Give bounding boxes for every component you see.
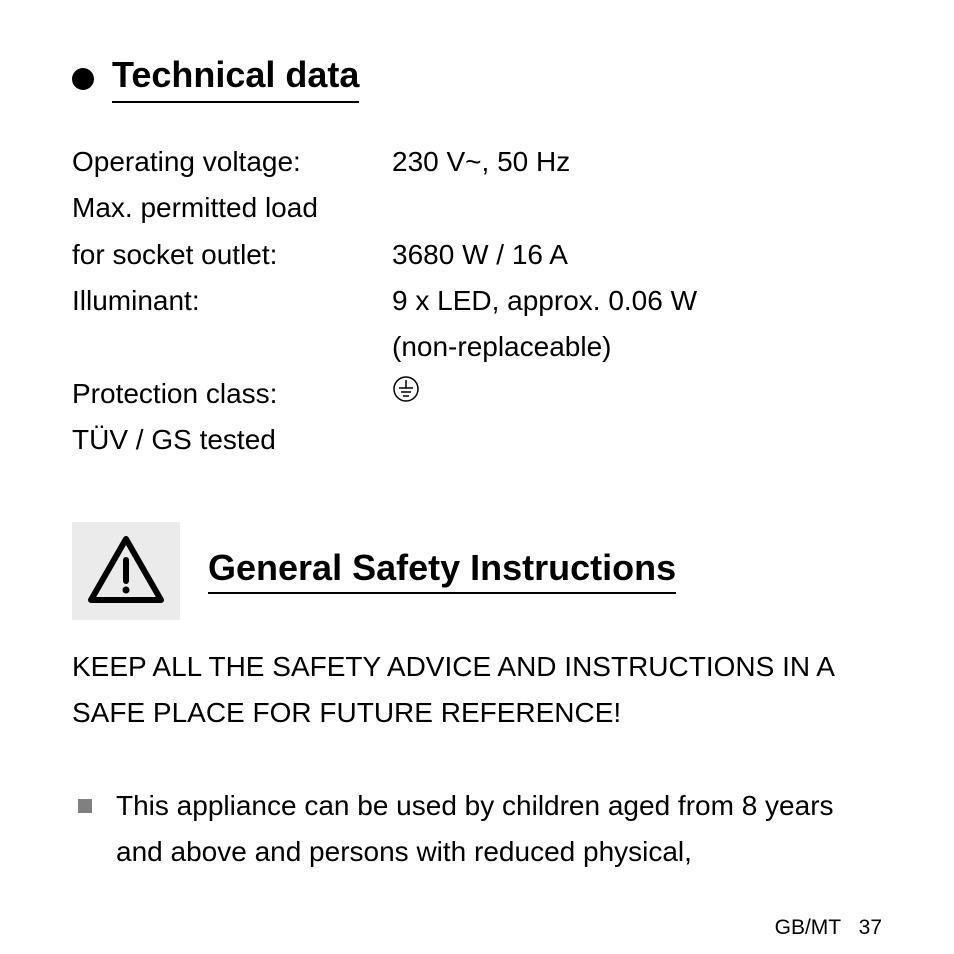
spec-label: for socket outlet: [72,232,392,278]
spec-label: Max. permitted load [72,185,392,231]
table-row: Protection class: [72,371,882,417]
list-item-text: This appliance can be used by children a… [116,783,882,876]
section-title: Technical data [112,55,359,103]
spec-label: Operating voltage: [72,139,392,185]
list-item: This appliance can be used by children a… [72,783,882,876]
warning-triangle-icon [72,522,180,620]
spec-value: 230 V~, 50 Hz [392,139,882,185]
spec-value: (non-replaceable) [392,324,611,370]
safety-instructions-header: General Safety Instructions [72,522,882,620]
safety-warning-text: KEEP ALL THE SAFETY ADVICE AND INSTRUCTI… [72,644,882,737]
table-row: for socket outlet: 3680 W / 16 A [72,232,882,278]
spec-label: TÜV / GS tested [72,417,392,463]
manual-page: Technical data Operating voltage: 230 V~… [0,0,954,954]
table-row: Illuminant: 9 x LED, approx. 0.06 W [72,278,882,324]
spec-value: 3680 W / 16 A [392,232,882,278]
page-footer: GB/MT 37 [775,916,882,940]
earth-ground-icon [392,371,420,417]
safety-list: This appliance can be used by children a… [72,783,882,876]
table-row: TÜV / GS tested [72,417,882,463]
spec-value [392,371,882,417]
bullet-icon [72,68,94,90]
table-row: Operating voltage: 230 V~, 50 Hz [72,139,882,185]
section-title: General Safety Instructions [208,548,676,594]
spec-label: Protection class: [72,371,392,417]
spec-label: Illuminant: [72,278,392,324]
page-number: 37 [859,916,882,939]
technical-data-table: Operating voltage: 230 V~, 50 Hz Max. pe… [72,139,882,464]
table-row: (non-replaceable) [72,324,882,370]
table-row: Max. permitted load [72,185,882,231]
technical-data-header: Technical data [72,55,882,103]
square-bullet-icon [78,799,92,813]
region-code: GB/MT [775,916,842,939]
spec-value: 9 x LED, approx. 0.06 W [392,278,882,324]
